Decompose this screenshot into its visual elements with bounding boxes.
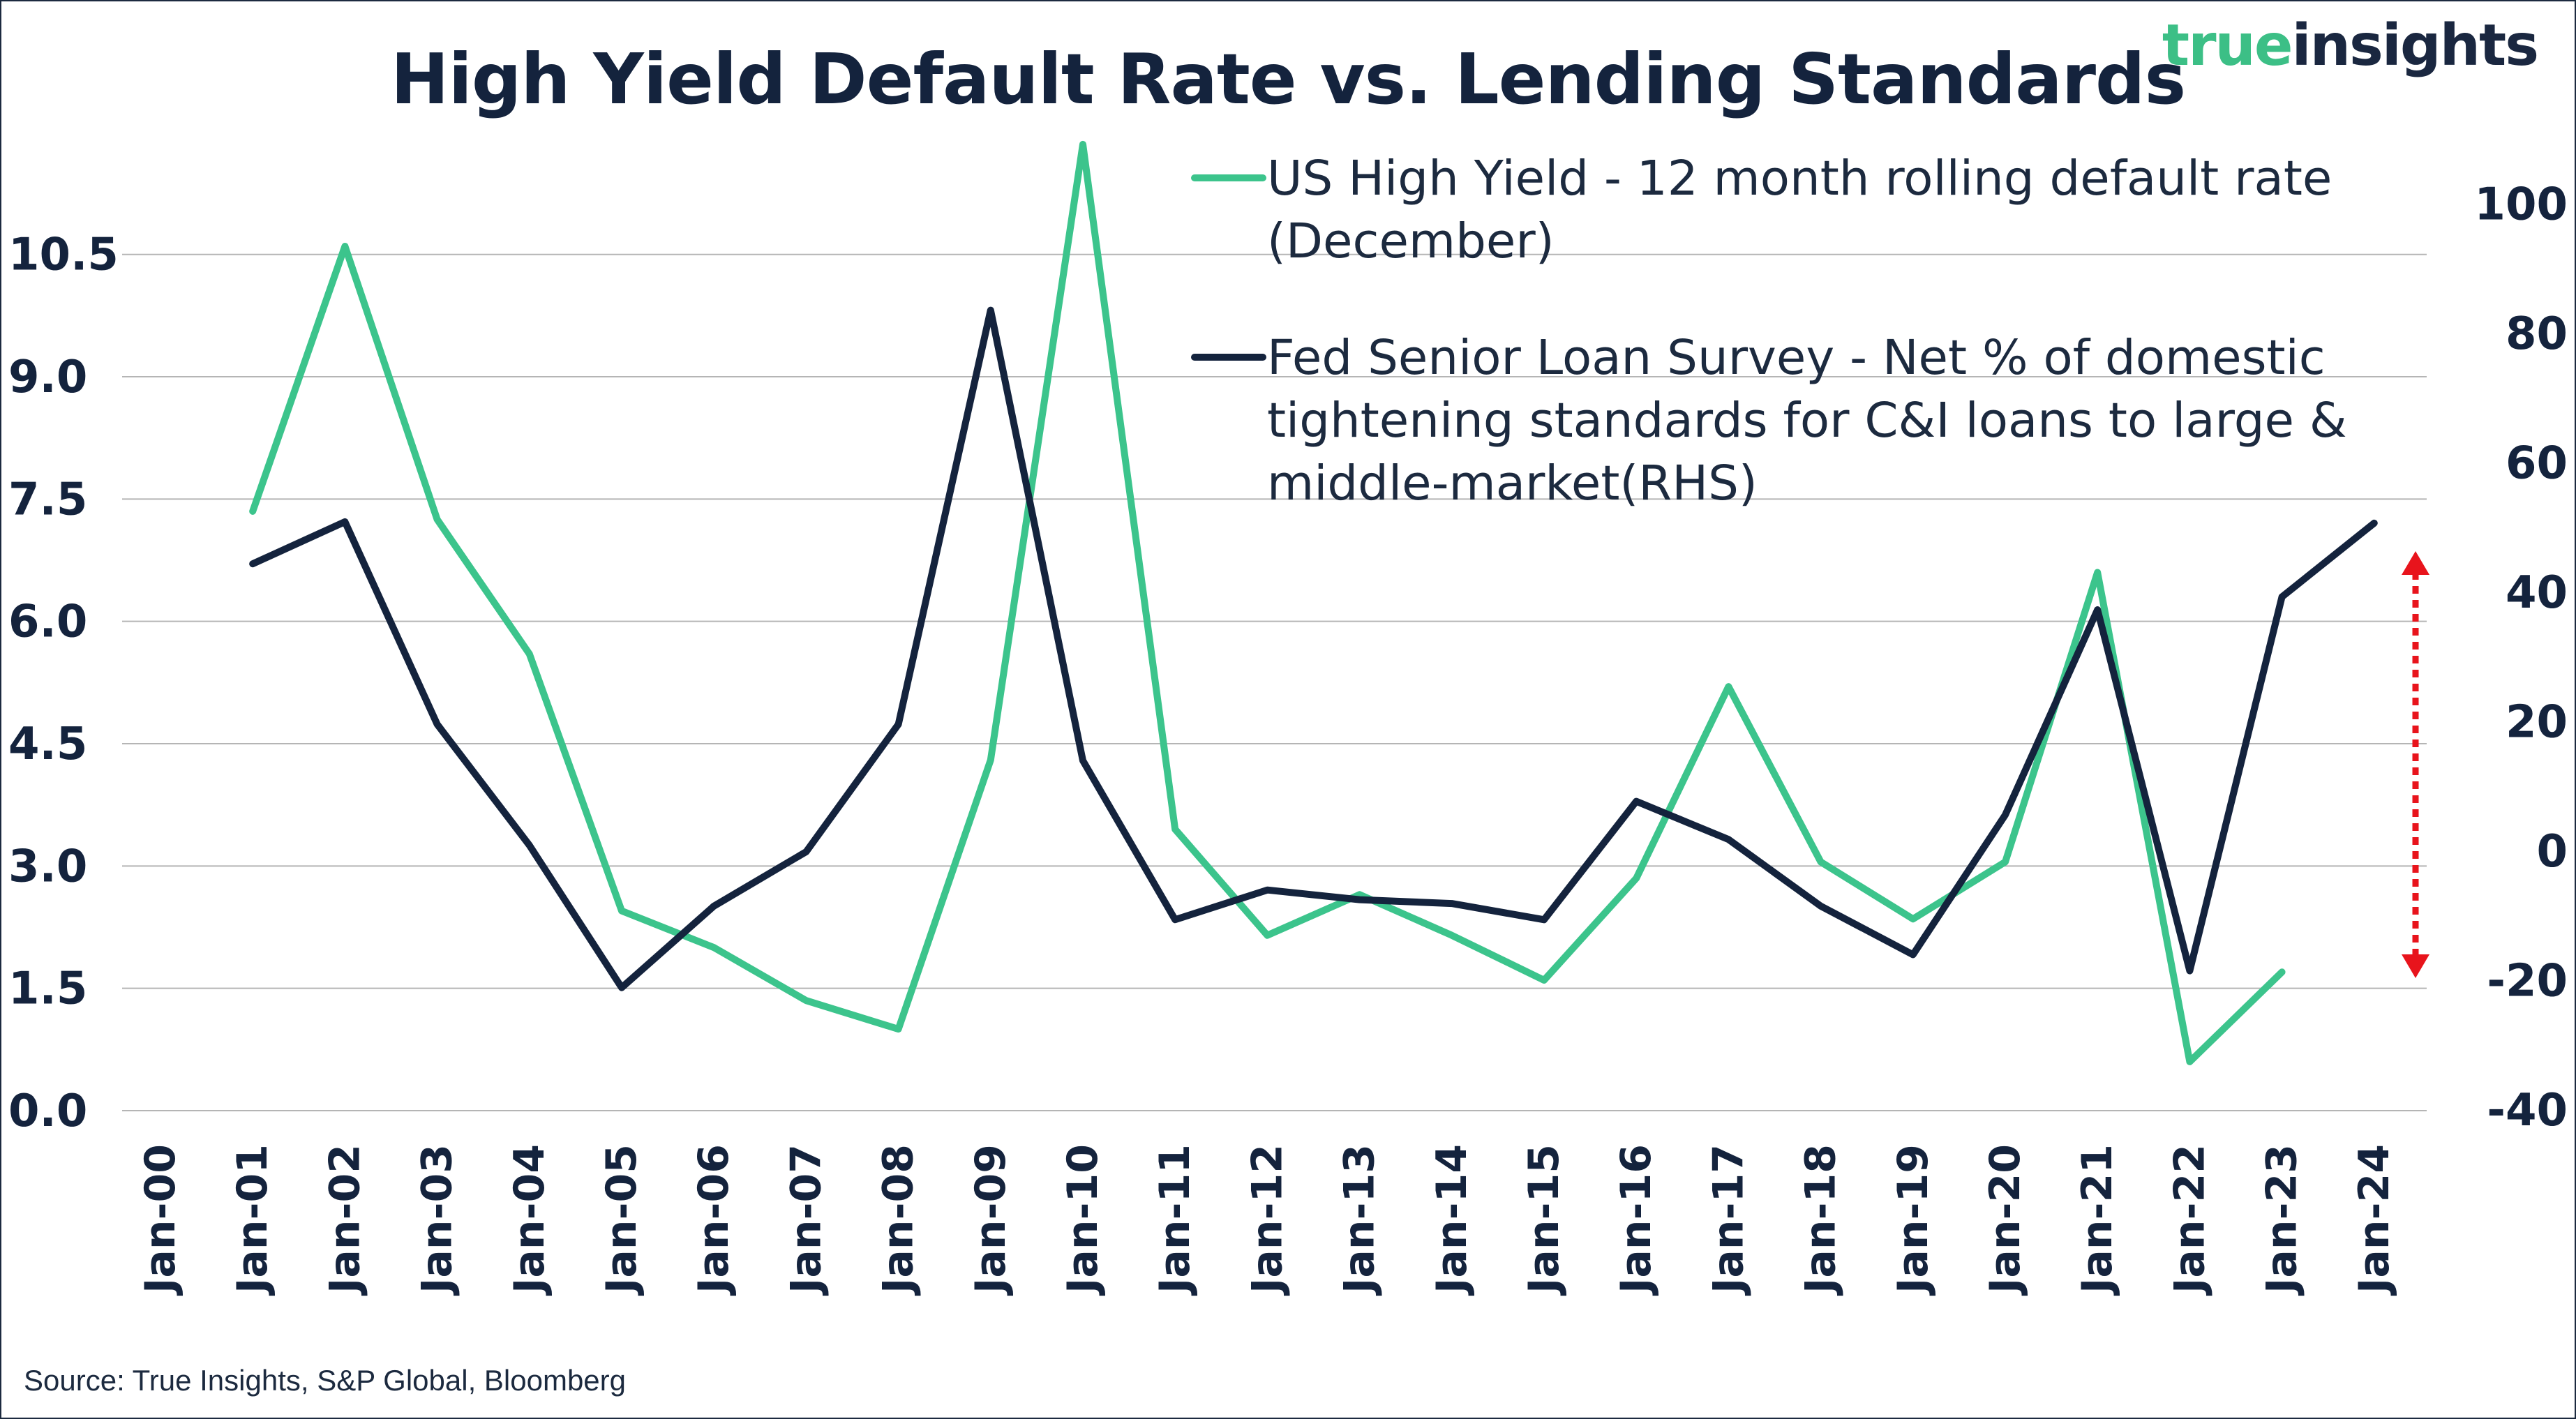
x-tick-label: Jan-09 [966, 1144, 1015, 1296]
x-tick-label: Jan-11 [1151, 1144, 1199, 1296]
legend-label-default-rate: (December) [1267, 213, 1555, 269]
chart-title: High Yield Default Rate vs. Lending Stan… [390, 38, 2186, 120]
x-tick-label: Jan-22 [2165, 1144, 2214, 1296]
x-tick-label: Jan-08 [874, 1144, 923, 1296]
x-tick-label: Jan-15 [1520, 1144, 1568, 1296]
x-tick-label: Jan-23 [2258, 1144, 2307, 1296]
x-tick-label: Jan-05 [597, 1144, 646, 1296]
x-tick-label: Jan-17 [1704, 1144, 1753, 1296]
y-left-tick-label: 1.5 [8, 963, 87, 1015]
y-right-tick-label: 40 [2506, 567, 2568, 619]
y-right-tick-label: 60 [2506, 438, 2568, 490]
x-tick-label: Jan-00 [136, 1144, 185, 1296]
annotation-arrow-head-up [2402, 551, 2429, 575]
source-note: Source: True Insights, S&P Global, Bloom… [24, 1364, 627, 1397]
y-left-tick-label: 6.0 [8, 596, 87, 648]
legend-label-default-rate: US High Yield - 12 month rolling default… [1267, 151, 2332, 207]
x-tick-label: Jan-12 [1243, 1144, 1291, 1296]
x-tick-label: Jan-02 [320, 1144, 369, 1296]
x-tick-label: Jan-10 [1058, 1144, 1107, 1296]
brand-part-1: true [2162, 13, 2293, 79]
x-tick-label: Jan-03 [413, 1144, 462, 1296]
brand-part-2: insights [2291, 13, 2539, 79]
y-left-tick-label: 4.5 [8, 719, 87, 770]
loan-survey-line [249, 306, 2378, 991]
x-tick-label: Jan-13 [1335, 1144, 1384, 1296]
y-right-tick-label: 100 [2474, 179, 2568, 231]
annotation-arrow-head-down [2402, 954, 2429, 978]
y-right-tick-label: -20 [2487, 956, 2568, 1007]
legend-label-loan-survey: middle-market(RHS) [1267, 456, 1758, 511]
y-left-tick-label: 9.0 [8, 352, 87, 403]
y-right-tick-label: 20 [2506, 697, 2568, 749]
y-right-tick-label: 80 [2506, 308, 2568, 360]
y-right-tick-label: -40 [2487, 1085, 2568, 1136]
legend-label-loan-survey: Fed Senior Loan Survey - Net % of domest… [1267, 330, 2326, 386]
x-tick-label: Jan-07 [781, 1144, 830, 1296]
y-left-tick-label: 3.0 [8, 841, 87, 892]
y-left-tick-label: 10.5 [8, 230, 119, 281]
x-tick-label: Jan-14 [1428, 1144, 1476, 1296]
y-left-tick-label: 7.5 [8, 474, 87, 525]
x-tick-label: Jan-16 [1612, 1144, 1661, 1296]
x-tick-label: Jan-24 [2350, 1144, 2399, 1296]
y-right-tick-label: 0 [2536, 826, 2568, 878]
legend-label-loan-survey: tightening standards for C&I loans to la… [1267, 393, 2347, 449]
default-rate-line [249, 140, 2286, 1065]
brand-logo: trueinsights [2162, 13, 2539, 79]
x-tick-label: Jan-01 [228, 1144, 277, 1296]
y-left-tick-label: 0.0 [8, 1086, 87, 1137]
x-tick-label: Jan-20 [1981, 1144, 2030, 1296]
x-tick-label: Jan-19 [1889, 1144, 1938, 1296]
x-tick-label: Jan-21 [2073, 1144, 2122, 1296]
x-tick-label: Jan-04 [505, 1144, 554, 1296]
x-tick-label: Jan-18 [1797, 1144, 1845, 1296]
x-tick-label: Jan-06 [689, 1144, 738, 1296]
